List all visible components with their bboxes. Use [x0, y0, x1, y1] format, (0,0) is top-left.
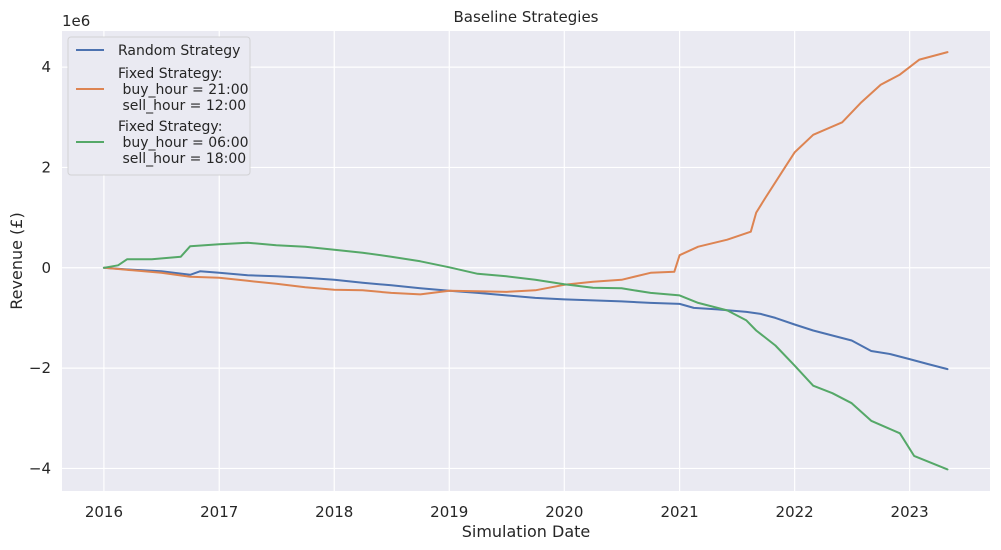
x-tick-label: 2017 — [200, 503, 238, 521]
x-tick-label: 2021 — [661, 503, 699, 521]
x-axis-label: Simulation Date — [462, 522, 591, 541]
y-tick-label: 4 — [41, 58, 51, 76]
x-tick-label: 2020 — [545, 503, 583, 521]
series-line-1 — [102, 266, 949, 371]
y-tick-label: −2 — [29, 359, 51, 377]
legend-box — [67, 36, 251, 176]
y-tick-label: 2 — [41, 158, 51, 176]
y-tick-label: 0 — [41, 259, 51, 277]
legend: Random Strategy Fixed Strategy: buy_hour … — [67, 36, 251, 176]
series-line-2 — [102, 51, 949, 296]
legend-label-2: Fixed Strategy: buy_hour = 21:00 sell_ho… — [118, 66, 249, 114]
x-tick-label: 2016 — [85, 503, 123, 521]
x-tick-label: 2019 — [430, 503, 468, 521]
legend-label-3: Fixed Strategy: buy_hour = 06:00 sell_ho… — [118, 119, 249, 167]
chart-title: Baseline Strategies — [454, 8, 599, 26]
y-offset-label: 1e6 — [62, 12, 90, 30]
series-lines — [102, 51, 949, 471]
tick-labels: 2016 2017 2018 2019 2020 2021 2022 2023 −4 −2 0 2 4 — [29, 58, 929, 521]
x-tick-label: 2022 — [776, 503, 814, 521]
series-line-3 — [102, 241, 949, 471]
x-tick-label: 2023 — [891, 503, 929, 521]
legend-label-1: Random Strategy — [118, 43, 240, 59]
x-tick-label: 2018 — [315, 503, 353, 521]
y-tick-label: −4 — [29, 459, 51, 477]
grid-lines — [62, 31, 990, 491]
y-axis-label: Revenue (£) — [7, 212, 26, 309]
